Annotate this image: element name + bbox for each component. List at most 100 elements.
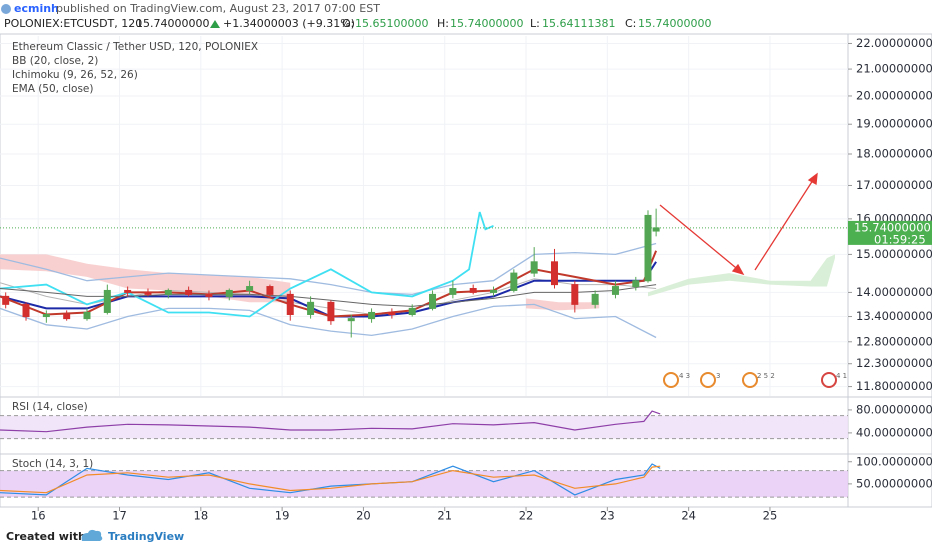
last-price-tag: [848, 220, 932, 245]
ohlc-value: 15.64111381: [542, 17, 615, 30]
indicator-line: [0, 303, 657, 339]
ohlc-label: O:: [342, 17, 354, 30]
event-label: 2 5 2: [757, 372, 775, 380]
arrow-head: [731, 263, 745, 276]
x-tick-label: 24: [681, 509, 696, 523]
candle-body: [632, 280, 640, 288]
up-arrow: [210, 20, 220, 28]
ohlc-value: 15.74000000: [638, 17, 711, 30]
event-label: 4 1: [836, 372, 847, 380]
y-tick-label: 17.00000000: [856, 178, 932, 192]
candle-body: [103, 289, 111, 313]
price: 15.74000000: [136, 17, 209, 30]
x-tick-label: 18: [194, 509, 209, 523]
x-tick-label: 19: [275, 509, 290, 523]
candle-body: [225, 289, 233, 297]
candle-body: [408, 307, 416, 315]
event-flags: 4 3 3 2 5 2 4 1: [663, 372, 847, 388]
candle-body: [449, 287, 457, 295]
y-tick-label: 14.00000000: [856, 285, 932, 299]
ohlc-label: C:: [625, 17, 636, 30]
candle-body: [266, 286, 274, 295]
indicator-line: [0, 242, 657, 296]
y-tick-label: 100.00000000: [856, 454, 932, 468]
y-tick-label: 11.80000000: [856, 379, 932, 393]
published-info: published on TradingView.com, August 23,…: [56, 2, 380, 15]
pane-title: Stoch (14, 3, 1): [12, 458, 93, 470]
candle-body: [164, 289, 172, 295]
candle-body: [22, 303, 30, 318]
event-label: 3: [716, 372, 720, 380]
candle-body: [307, 301, 315, 315]
event-icon[interactable]: [742, 372, 758, 388]
candle-body: [550, 261, 558, 286]
band: [0, 470, 848, 498]
event-icon[interactable]: [821, 372, 837, 388]
candle-body: [63, 313, 71, 320]
y-tick-label: 40.00000000: [856, 425, 932, 439]
x-tick-label: 21: [437, 509, 452, 523]
candle-body: [510, 272, 518, 291]
arrow-line: [754, 176, 816, 271]
y-tick-label: 12.30000000: [856, 356, 932, 370]
y-tick-label: 15.00000000: [856, 247, 932, 261]
indicator-line: [0, 284, 657, 307]
candle-body: [83, 311, 91, 320]
indicator-label: BB (20, close, 2): [12, 55, 98, 67]
symbol: POLONIEX:ETCUSDT, 120: [4, 17, 142, 30]
arrow-head: [807, 172, 818, 186]
x-tick-label: 20: [356, 509, 371, 523]
brand-logo: [81, 529, 103, 541]
candle-body: [144, 291, 152, 295]
indicator-line: [0, 465, 661, 494]
chart-frame: [0, 33, 932, 508]
ichimoku-cloud: [648, 254, 835, 297]
event-label: 4 3: [679, 372, 690, 380]
last-price-label: 15.74000000: [854, 220, 931, 234]
x-tick-label: 23: [600, 509, 615, 523]
change: +1.34000003 (+9.31%): [223, 17, 355, 30]
ohlc-value: 15.74000000: [450, 17, 523, 30]
candle-body: [490, 289, 498, 293]
footer-brand[interactable]: TradingView: [108, 530, 184, 543]
avatar: [1, 4, 11, 14]
candle-body: [327, 301, 335, 322]
candle-body: [124, 289, 132, 293]
candle-body: [611, 286, 619, 295]
pane-title: RSI (14, close): [12, 401, 88, 413]
candle-body: [368, 311, 376, 320]
event-icon[interactable]: [700, 372, 716, 388]
indicator-label: EMA (50, close): [12, 83, 94, 95]
candle-body: [530, 261, 538, 274]
y-tick-label: 18.00000000: [856, 146, 932, 160]
candle-body: [591, 293, 599, 305]
candle-body: [347, 318, 355, 322]
event-icon[interactable]: [663, 372, 679, 388]
y-tick-label: 13.40000000: [856, 309, 932, 323]
candle-body: [205, 293, 213, 297]
x-tick-label: 16: [31, 509, 46, 523]
y-tick-label: 12.80000000: [856, 334, 932, 348]
y-tick-label: 80.00000000: [856, 402, 932, 416]
countdown: 01:59:25: [874, 232, 926, 246]
candle-body: [185, 289, 193, 295]
candle-body: [286, 293, 294, 315]
y-tick-label: 22.00000000: [856, 36, 932, 50]
candle-body: [644, 214, 652, 282]
candle-body: [42, 313, 50, 318]
ohlc-label: L:: [530, 17, 540, 30]
y-tick-label: 20.00000000: [856, 88, 932, 102]
annotation-arrows: [659, 172, 818, 276]
indicator-line: [0, 410, 661, 433]
candle-body: [652, 227, 660, 232]
plots: 22.00000000 21.00000000 20.00000000 19.0000…: [0, 36, 932, 523]
candle-body: [571, 284, 579, 305]
author[interactable]: ecminh: [14, 2, 59, 15]
chart-title: Ethereum Classic / Tether USD, 120, POLO…: [12, 41, 258, 53]
indicator-label: Ichimoku (9, 26, 52, 26): [12, 69, 138, 81]
candle-body: [388, 311, 396, 315]
y-tick-label: 19.00000000: [856, 117, 932, 131]
candle-body: [2, 295, 10, 305]
arrow-line: [659, 204, 742, 273]
x-tick-label: 17: [112, 509, 127, 523]
